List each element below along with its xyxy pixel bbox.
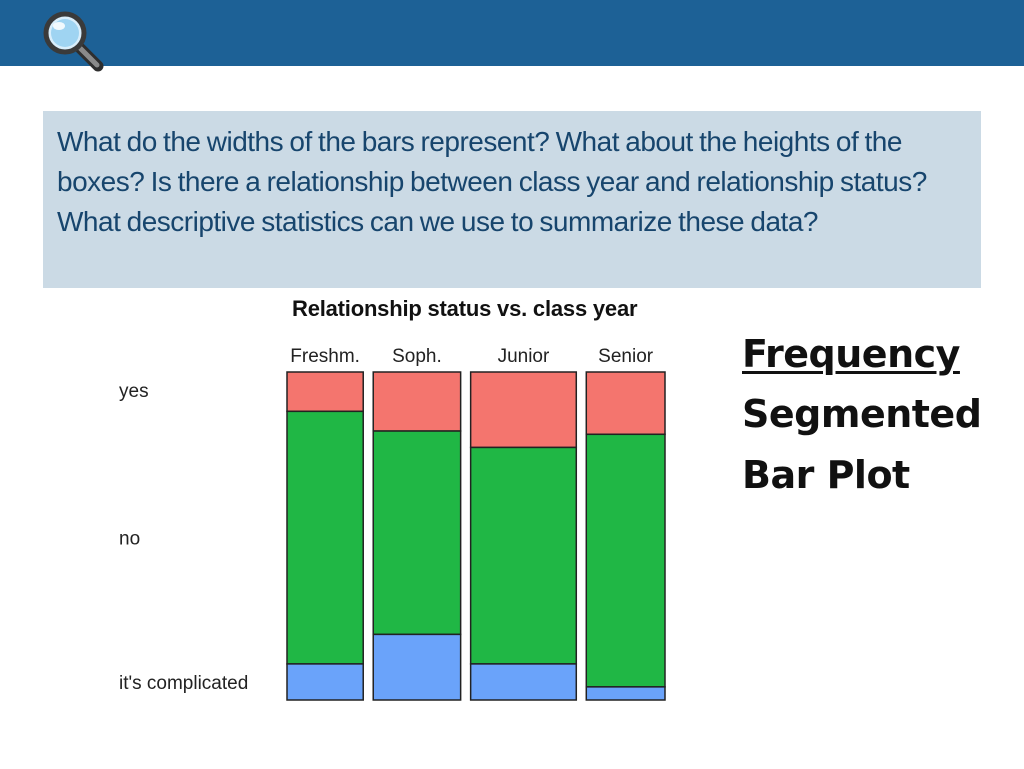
segment-label: it's complicated xyxy=(119,673,248,694)
segment-complicated-4 xyxy=(585,686,666,701)
header-bar xyxy=(0,0,1024,66)
side-label-frequency: Frequency xyxy=(742,332,960,376)
side-label-segmented: Segmented xyxy=(742,392,982,436)
question-text: What do the widths of the bars represent… xyxy=(57,126,927,237)
segment-yes-4 xyxy=(585,371,666,436)
segment-yes-1 xyxy=(286,371,364,413)
magnifier-icon xyxy=(43,11,104,72)
segment-complicated-2 xyxy=(372,633,462,701)
chart-title: Relationship status vs. class year xyxy=(292,296,638,321)
segment-complicated-1 xyxy=(286,663,364,701)
category-label: Senior xyxy=(598,346,654,367)
segment-complicated-3 xyxy=(469,663,578,701)
segment-yes-3 xyxy=(469,371,578,449)
segment-no-4 xyxy=(585,433,666,688)
segment-yes-2 xyxy=(372,371,462,432)
segment-no-2 xyxy=(372,430,462,636)
category-label: Freshm. xyxy=(290,346,360,367)
segment-label: no xyxy=(119,529,140,550)
category-label: Soph. xyxy=(392,346,442,367)
category-label: Junior xyxy=(498,346,550,367)
segment-no-1 xyxy=(286,410,364,665)
segment-no-3 xyxy=(469,446,578,665)
question-box: What do the widths of the bars represent… xyxy=(43,111,981,288)
segment-label: yes xyxy=(119,381,149,402)
side-label-bar-plot: Bar Plot xyxy=(742,453,910,497)
